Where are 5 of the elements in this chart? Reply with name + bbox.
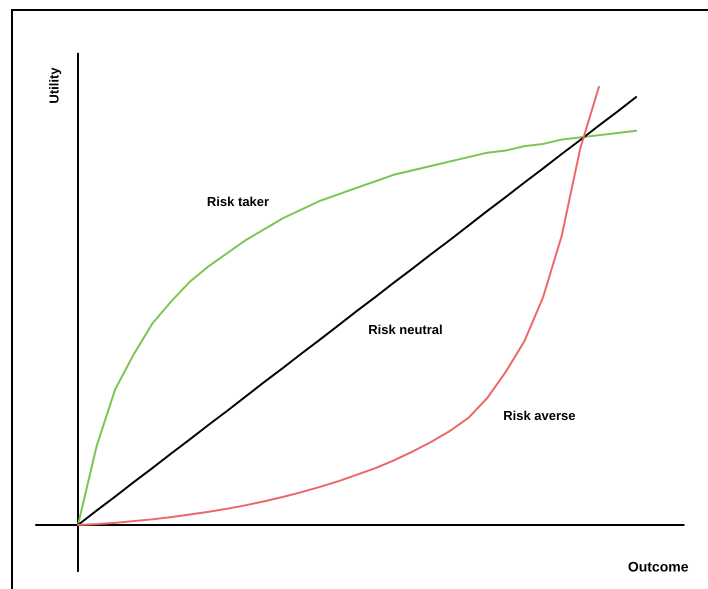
y-axis-title: Utility [46,66,62,104]
x-axis-title: Outcome [628,558,689,574]
series-label: Risk averse [503,408,576,423]
series-label: Risk taker [206,194,270,210]
series-label: Risk neutral [368,322,443,338]
